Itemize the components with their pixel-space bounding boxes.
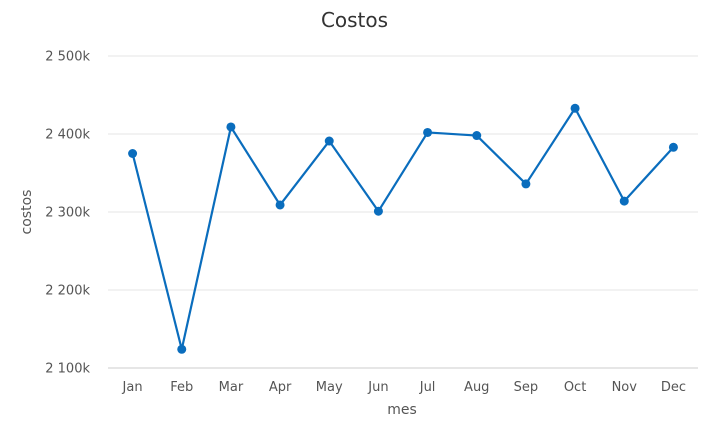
- data-point-dec[interactable]: [668, 142, 678, 152]
- chart-title: Costos: [321, 8, 388, 32]
- x-tick-label: Jul: [419, 380, 436, 395]
- x-axis-title: mes: [387, 402, 417, 418]
- x-tick-label: Aug: [464, 380, 489, 395]
- y-tick-label: 2 300k: [45, 206, 90, 221]
- y-tick-label: 2 200k: [45, 284, 90, 299]
- data-point-mar[interactable]: [226, 122, 236, 132]
- y-axis-title: costos: [19, 190, 35, 235]
- data-point-feb[interactable]: [177, 344, 187, 354]
- x-tick-label: Oct: [564, 380, 586, 395]
- data-point-jan[interactable]: [128, 149, 138, 158]
- data-point-aug[interactable]: [472, 131, 482, 141]
- y-tick-label: 2 400k: [45, 128, 90, 143]
- x-tick-label: Feb: [170, 380, 193, 395]
- data-point-oct[interactable]: [570, 103, 580, 113]
- x-tick-label: Jan: [122, 380, 143, 395]
- data-point-nov[interactable]: [619, 196, 629, 206]
- x-tick-label: Sep: [514, 380, 539, 395]
- data-point-may[interactable]: [324, 136, 334, 146]
- data-point-apr[interactable]: [275, 200, 285, 210]
- y-tick-label: 2 500k: [45, 50, 90, 65]
- series-costos: [128, 103, 678, 354]
- data-point-sep[interactable]: [521, 179, 531, 189]
- x-tick-label: Jun: [367, 380, 388, 395]
- data-point-jun[interactable]: [373, 206, 383, 216]
- y-tick-label: 2 100k: [45, 362, 90, 377]
- x-axis-ticks: Jan Feb Mar Apr May Jun Jul Aug Sep Oct Nov Dec: [122, 380, 686, 395]
- x-tick-label: Apr: [269, 380, 292, 395]
- x-tick-label: Mar: [219, 380, 244, 395]
- x-tick-label: Dec: [661, 380, 686, 395]
- x-tick-label: May: [316, 380, 343, 395]
- series-line: [131, 107, 675, 351]
- grid-lines: [108, 55, 698, 369]
- x-tick-label: Nov: [612, 380, 638, 395]
- y-axis-ticks: 2 100k 2 200k 2 300k 2 400k 2 500k: [45, 50, 90, 377]
- data-point-jul[interactable]: [423, 127, 433, 137]
